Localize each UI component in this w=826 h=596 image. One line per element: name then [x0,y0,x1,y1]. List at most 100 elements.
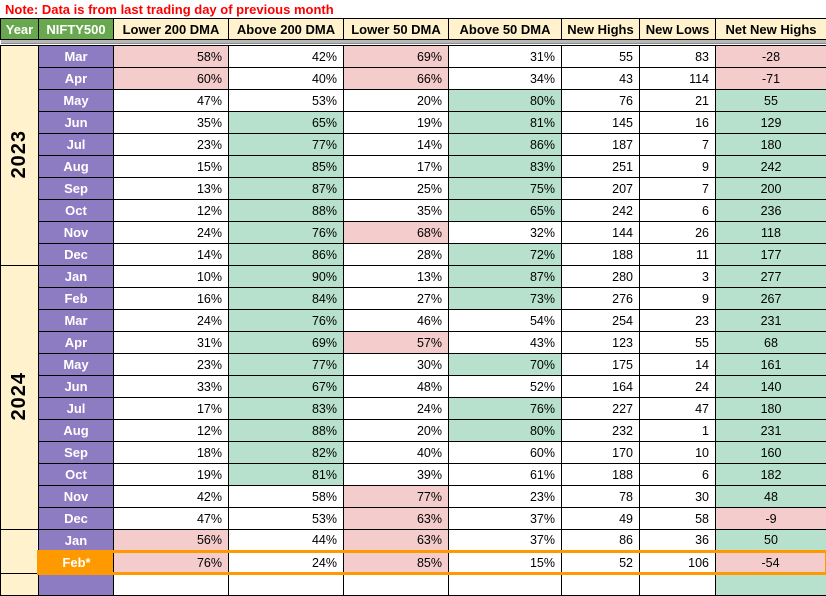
data-cell-new-highs[interactable]: 52 [562,552,640,574]
data-cell-lower-50-dma[interactable]: 63% [344,530,449,552]
data-cell-lower-200-dma[interactable]: 47% [114,90,229,112]
data-cell-new-lows[interactable] [640,574,716,596]
column-header-new-lows[interactable]: New Lows [640,19,716,40]
data-cell-lower-50-dma[interactable]: 63% [344,508,449,530]
data-cell-lower-200-dma[interactable]: 15% [114,156,229,178]
data-cell-new-lows[interactable]: 23 [640,310,716,332]
data-cell-above-200-dma[interactable]: 40% [229,68,344,90]
year-cell[interactable] [1,530,39,574]
data-cell-above-200-dma[interactable]: 81% [229,464,344,486]
data-cell-lower-200-dma[interactable]: 10% [114,266,229,288]
data-cell-new-lows[interactable]: 58 [640,508,716,530]
data-cell-above-200-dma[interactable]: 87% [229,178,344,200]
data-cell-above-50-dma[interactable]: 80% [449,420,562,442]
data-cell-above-200-dma[interactable]: 53% [229,90,344,112]
data-cell-net-new-highs[interactable]: 129 [716,112,826,134]
data-cell-lower-50-dma[interactable] [344,574,449,596]
data-cell-above-200-dma[interactable]: 76% [229,222,344,244]
data-cell-lower-50-dma[interactable]: 48% [344,376,449,398]
data-cell-lower-200-dma[interactable]: 19% [114,464,229,486]
data-cell-new-highs[interactable]: 227 [562,398,640,420]
data-cell-lower-200-dma[interactable]: 60% [114,68,229,90]
data-cell-lower-50-dma[interactable]: 28% [344,244,449,266]
data-cell-new-lows[interactable]: 114 [640,68,716,90]
data-cell-above-200-dma[interactable]: 67% [229,376,344,398]
data-cell-new-lows[interactable]: 10 [640,442,716,464]
data-cell-above-50-dma[interactable]: 76% [449,398,562,420]
year-cell-2024[interactable]: 2024 [1,266,39,530]
month-cell-may[interactable]: May [39,354,114,376]
data-cell-above-50-dma[interactable]: 87% [449,266,562,288]
data-cell-new-highs[interactable]: 144 [562,222,640,244]
data-cell-above-50-dma[interactable]: 32% [449,222,562,244]
data-cell-lower-200-dma[interactable]: 76% [114,552,229,574]
data-cell-lower-50-dma[interactable]: 57% [344,332,449,354]
month-cell-jun[interactable]: Jun [39,112,114,134]
column-header-lower-50-dma[interactable]: Lower 50 DMA [344,19,449,40]
month-cell-nov[interactable]: Nov [39,486,114,508]
data-cell-new-lows[interactable]: 9 [640,288,716,310]
column-header-net-new-highs[interactable]: Net New Highs [716,19,826,40]
data-cell-lower-50-dma[interactable]: 24% [344,398,449,420]
data-cell-above-200-dma[interactable]: 76% [229,310,344,332]
data-cell-lower-200-dma[interactable]: 18% [114,442,229,464]
data-cell-above-200-dma[interactable]: 53% [229,508,344,530]
data-cell-new-highs[interactable]: 55 [562,46,640,68]
data-cell-above-200-dma[interactable]: 88% [229,420,344,442]
data-cell-lower-50-dma[interactable]: 46% [344,310,449,332]
data-cell-above-50-dma[interactable]: 86% [449,134,562,156]
month-cell-jun[interactable]: Jun [39,376,114,398]
data-cell-lower-200-dma[interactable]: 13% [114,178,229,200]
data-cell-net-new-highs[interactable]: -28 [716,46,826,68]
data-cell-lower-200-dma[interactable]: 58% [114,46,229,68]
data-cell-above-200-dma[interactable] [229,574,344,596]
data-cell-net-new-highs[interactable]: 277 [716,266,826,288]
data-cell-net-new-highs[interactable]: 55 [716,90,826,112]
data-cell-above-50-dma[interactable] [449,574,562,596]
data-cell-lower-50-dma[interactable]: 30% [344,354,449,376]
data-cell-above-50-dma[interactable]: 60% [449,442,562,464]
data-cell-net-new-highs[interactable]: 48 [716,486,826,508]
data-cell-net-new-highs[interactable]: 231 [716,420,826,442]
month-cell-jan[interactable]: Jan [39,266,114,288]
data-cell-lower-200-dma[interactable]: 14% [114,244,229,266]
column-header-nifty500[interactable]: NIFTY500 [39,19,114,40]
data-cell-lower-200-dma[interactable]: 35% [114,112,229,134]
data-cell-new-highs[interactable]: 86 [562,530,640,552]
data-cell-above-50-dma[interactable]: 83% [449,156,562,178]
data-cell-new-lows[interactable]: 6 [640,464,716,486]
data-cell-lower-50-dma[interactable]: 40% [344,442,449,464]
data-cell-new-highs[interactable]: 232 [562,420,640,442]
data-cell-new-lows[interactable]: 6 [640,200,716,222]
data-cell-above-50-dma[interactable]: 75% [449,178,562,200]
data-cell-lower-50-dma[interactable]: 20% [344,90,449,112]
data-cell-new-lows[interactable]: 24 [640,376,716,398]
month-cell[interactable] [39,574,114,596]
data-cell-lower-50-dma[interactable]: 85% [344,552,449,574]
data-cell-above-200-dma[interactable]: 42% [229,46,344,68]
data-cell-lower-50-dma[interactable]: 19% [344,112,449,134]
data-cell-above-200-dma[interactable]: 84% [229,288,344,310]
data-cell-above-200-dma[interactable]: 90% [229,266,344,288]
data-cell-above-50-dma[interactable]: 37% [449,508,562,530]
data-cell-new-lows[interactable]: 16 [640,112,716,134]
data-cell-net-new-highs[interactable]: -54 [716,552,826,574]
data-cell-lower-200-dma[interactable]: 12% [114,420,229,442]
data-cell-lower-200-dma[interactable]: 47% [114,508,229,530]
month-cell-sep[interactable]: Sep [39,442,114,464]
data-cell-new-highs[interactable]: 145 [562,112,640,134]
data-cell-above-200-dma[interactable]: 83% [229,398,344,420]
data-cell-above-50-dma[interactable]: 80% [449,90,562,112]
data-cell-net-new-highs[interactable]: 118 [716,222,826,244]
month-cell-oct[interactable]: Oct [39,200,114,222]
data-cell-net-new-highs[interactable]: 242 [716,156,826,178]
data-cell-lower-200-dma[interactable]: 23% [114,354,229,376]
month-cell-apr[interactable]: Apr [39,68,114,90]
data-cell-lower-50-dma[interactable]: 25% [344,178,449,200]
data-cell-new-highs[interactable]: 187 [562,134,640,156]
data-cell-new-lows[interactable]: 7 [640,178,716,200]
data-cell-lower-50-dma[interactable]: 27% [344,288,449,310]
data-cell-above-200-dma[interactable]: 58% [229,486,344,508]
data-cell-lower-50-dma[interactable]: 35% [344,200,449,222]
data-cell-above-50-dma[interactable]: 73% [449,288,562,310]
